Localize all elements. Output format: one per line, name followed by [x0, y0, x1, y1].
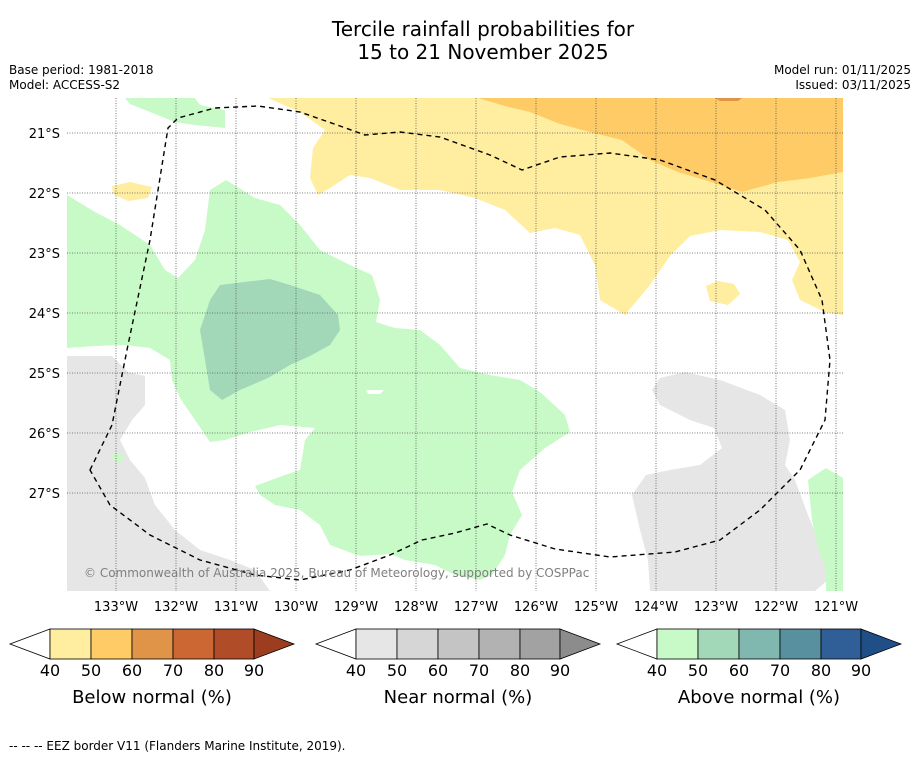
colorbar-tick: 50 [81, 661, 101, 680]
lon-label: 132°W [154, 600, 198, 615]
colorbar-tick: 50 [387, 661, 407, 680]
colorbar-low-extend [314, 628, 357, 660]
meta-right: Model run: 01/11/2025 Issued: 03/11/2025 [640, 63, 911, 93]
below-normal-40-blob-east [706, 281, 740, 305]
colorbar-above-normal: 40 50 60 70 80 90 Above normal (%) [615, 628, 903, 708]
colorbar-segment [820, 628, 862, 660]
colorbar-tick: 90 [851, 661, 871, 680]
colorbar-low-extend [615, 628, 658, 660]
colorbar-tick: 40 [647, 661, 667, 680]
lon-label: 131°W [214, 600, 258, 615]
colorbar-segment [738, 628, 781, 660]
lon-label: 128°W [394, 600, 438, 615]
colorbar-segment [478, 628, 521, 660]
colorbar-low-extend [8, 628, 51, 660]
white-patch [366, 390, 384, 394]
chart-title: Tercile rainfall probabilities for 15 to… [0, 18, 919, 64]
colorbar-tick: 50 [688, 661, 708, 680]
colorbar-tick: 80 [204, 661, 224, 680]
above-normal-40-spot [110, 453, 125, 465]
lon-label: 121°W [814, 600, 858, 615]
lat-labels: 21°S 22°S 23°S 24°S 25°S 26°S 27°S [29, 127, 60, 502]
colorbar-tick: 70 [163, 661, 183, 680]
colorbar-title: Near normal (%) [384, 687, 533, 708]
colorbar-segment [49, 628, 92, 660]
colorbar-tick: 40 [40, 661, 60, 680]
lat-label: 24°S [29, 307, 60, 322]
colorbar-near-normal: 40 50 60 70 80 90 Near normal (%) [314, 628, 602, 708]
colorbar-high-extend [253, 628, 296, 660]
colorbar-tick: 90 [550, 661, 570, 680]
lon-label: 125°W [574, 600, 618, 615]
footnote: -- -- -- EEZ border V11 (Flanders Marine… [9, 739, 346, 753]
colorbar-segment [519, 628, 561, 660]
colorbar-high-extend [559, 628, 602, 660]
above-normal-40-east [808, 468, 843, 591]
graticule [67, 98, 843, 591]
probability-fields [67, 98, 843, 591]
near-normal-40-west [67, 356, 270, 591]
colorbar-segment [396, 628, 439, 660]
lat-label: 26°S [29, 427, 60, 442]
above-normal-40-north [125, 98, 225, 128]
above-normal-50-region [200, 279, 340, 400]
lat-label: 22°S [29, 187, 60, 202]
colorbar-title: Above normal (%) [678, 687, 840, 708]
above-normal-40-region [67, 180, 570, 580]
lon-label: 127°W [454, 600, 498, 615]
near-normal-40-east [632, 372, 828, 591]
colorbar-high-extend [860, 628, 903, 660]
title-line-2: 15 to 21 November 2025 [357, 40, 609, 64]
colorbar-title: Below normal (%) [72, 687, 232, 708]
colorbar-tick: 80 [811, 661, 831, 680]
colorbar-segment [90, 628, 133, 660]
lon-label: 123°W [694, 600, 738, 615]
colorbar-tick: 80 [510, 661, 530, 680]
colorbar-segment [437, 628, 480, 660]
near-normal-40-spot [113, 546, 131, 563]
lat-label: 25°S [29, 367, 60, 382]
lon-labels: 133°W 132°W 131°W 130°W 129°W 128°W 127°… [94, 600, 858, 615]
colorbar-tick: 60 [122, 661, 142, 680]
lat-label: 21°S [29, 127, 60, 142]
colorbar-below-normal: 40 50 60 70 80 90 Below normal (%) [8, 628, 296, 708]
base-period: Base period: 1981-2018 [9, 63, 154, 77]
lon-label: 126°W [514, 600, 558, 615]
lon-label: 130°W [274, 600, 318, 615]
colorbar-segment [131, 628, 174, 660]
colorbar-tick: 40 [346, 661, 366, 680]
lat-label: 27°S [29, 487, 60, 502]
colorbar-tick: 70 [770, 661, 790, 680]
colorbar-tick: 60 [428, 661, 448, 680]
model-name: Model: ACCESS-S2 [9, 78, 121, 92]
white-patch-2 [200, 522, 228, 527]
below-normal-40-blob [112, 182, 152, 201]
issued-date: Issued: 03/11/2025 [795, 78, 911, 92]
colorbar-segment [355, 628, 398, 660]
colorbar-tick: 90 [244, 661, 264, 680]
eez-border [89, 105, 831, 581]
title-line-1: Tercile rainfall probabilities for [331, 17, 635, 41]
lat-label: 23°S [29, 247, 60, 262]
copyright-text: © Commonwealth of Australia 2025, Bureau… [84, 566, 589, 580]
lon-label: 129°W [334, 600, 378, 615]
below-normal-60-spot [715, 98, 742, 101]
colorbar-segment [172, 628, 215, 660]
model-run: Model run: 01/11/2025 [773, 63, 911, 77]
colorbar-tick: 60 [729, 661, 749, 680]
lon-label: 124°W [634, 600, 678, 615]
below-normal-50-region [478, 98, 843, 192]
colorbar-segment [697, 628, 740, 660]
lon-label: 122°W [754, 600, 798, 615]
colorbar-segment [779, 628, 822, 660]
meta-left: Base period: 1981-2018 Model: ACCESS-S2 [9, 63, 154, 93]
colorbar-segment [656, 628, 699, 660]
lon-label: 133°W [94, 600, 138, 615]
colorbar-segment [213, 628, 255, 660]
colorbar-tick: 70 [469, 661, 489, 680]
